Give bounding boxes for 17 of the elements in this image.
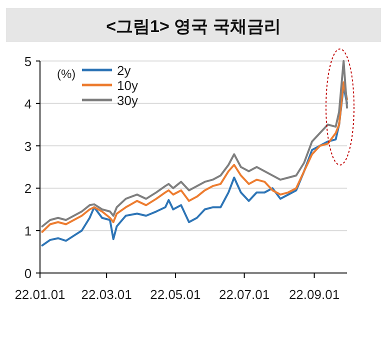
- y-tick-label: 5: [24, 54, 32, 69]
- y-tick-label: 1: [24, 224, 32, 239]
- y-tick-label: 4: [24, 96, 32, 112]
- x-tick-label: 22.07.01: [218, 287, 270, 302]
- x-tick-label: 22.03.01: [81, 287, 132, 302]
- x-tick-label: 22.05.01: [150, 287, 201, 302]
- line-series: [41, 60, 348, 228]
- y-axis-title: (%): [57, 67, 76, 81]
- x-tick-label: 22.09.01: [288, 287, 340, 302]
- y-tick-label: 0: [24, 266, 32, 281]
- legend-label: 30y: [117, 93, 138, 108]
- y-tick-label: 2: [24, 181, 32, 196]
- chart-title: <그림1> 영국 국채금리: [106, 17, 281, 36]
- x-tick-label: 22.01.01: [14, 287, 66, 302]
- y-tick-label: 3: [24, 138, 32, 154]
- legend-label: 10y: [117, 78, 138, 93]
- legend-label: 2y: [117, 63, 132, 78]
